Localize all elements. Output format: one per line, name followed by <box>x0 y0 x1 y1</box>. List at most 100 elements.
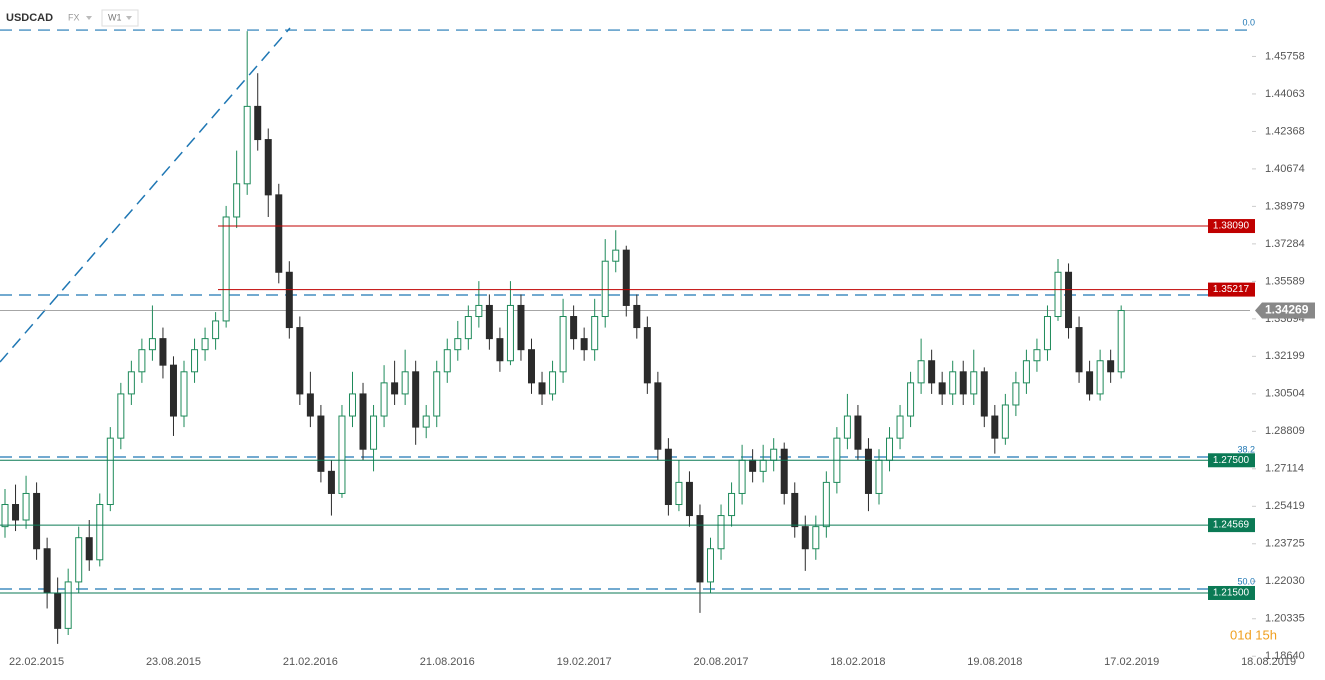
candle-body <box>380 382 388 417</box>
y-tick-label: 1.22030 <box>1265 575 1305 587</box>
candle-body <box>1117 310 1125 373</box>
candle-body <box>338 415 346 494</box>
candle-body <box>1043 316 1051 351</box>
symbol[interactable]: USDCAD <box>6 12 53 24</box>
candle-body <box>896 415 904 439</box>
candle-body <box>348 393 356 417</box>
candle-body <box>327 470 335 494</box>
level-tag <box>1208 219 1255 234</box>
candle-body <box>138 349 146 373</box>
x-tick-label: 19.08.2018 <box>967 656 1022 668</box>
trend-line <box>0 27 291 363</box>
candle-body <box>1086 371 1094 395</box>
candle-body <box>728 492 736 517</box>
candle-body <box>254 105 262 141</box>
candle-body <box>696 515 704 583</box>
x-tick-label: 21.02.2016 <box>283 656 338 668</box>
level-label: 1.24569 <box>1213 520 1250 531</box>
candle-body <box>780 448 788 494</box>
y-tick-label: 1.28809 <box>1265 425 1305 437</box>
candle-body <box>243 105 251 185</box>
market[interactable]: FX <box>68 12 80 22</box>
level-label: 1.35217 <box>1213 284 1250 295</box>
candle-body <box>96 504 104 561</box>
candle-body <box>1075 327 1083 373</box>
candle-body <box>759 459 767 472</box>
candle-body <box>749 459 757 472</box>
level-tag <box>1208 282 1255 297</box>
level-label: 1.38090 <box>1213 221 1250 232</box>
candle-body <box>675 481 683 506</box>
candle-body <box>106 437 114 506</box>
candle-body <box>991 415 999 439</box>
level-tag <box>1208 585 1255 600</box>
candle-body <box>591 316 599 351</box>
level-tag <box>1208 518 1255 533</box>
candle-body <box>127 371 135 395</box>
candle-body <box>496 338 504 362</box>
candle-body <box>296 327 304 395</box>
candle-body <box>1022 360 1030 384</box>
candle-body <box>770 448 778 461</box>
candle-body <box>664 448 672 506</box>
level-label: 1.21500 <box>1213 588 1250 599</box>
candle-body <box>1033 349 1041 362</box>
candle-body <box>559 316 567 373</box>
x-tick-label: 18.02.2018 <box>830 656 885 668</box>
candle-body <box>738 459 746 494</box>
x-tick-label: 19.02.2017 <box>557 656 612 668</box>
candle-body <box>33 492 41 550</box>
fib-label: 50.0 <box>1237 576 1255 586</box>
candle-body <box>822 481 830 528</box>
candle-body <box>64 581 72 629</box>
fib-label: 0.0 <box>1242 17 1255 27</box>
candle-body <box>938 382 946 395</box>
y-tick-label: 1.30504 <box>1265 388 1305 400</box>
candle-body <box>970 371 978 395</box>
candle-body <box>1096 360 1104 395</box>
candle-body <box>843 415 851 439</box>
candle-body <box>159 338 167 366</box>
candle-body <box>1054 271 1062 318</box>
candle-body <box>485 304 493 340</box>
last-price-label: 1.34269 <box>1265 303 1309 317</box>
fib-label: 38.2 <box>1237 444 1255 454</box>
candle-body <box>180 371 188 417</box>
candle-body <box>949 371 957 395</box>
candle-body <box>864 448 872 494</box>
interval-box[interactable] <box>101 9 139 27</box>
candle-body <box>401 371 409 395</box>
y-tick-label: 1.37284 <box>1265 238 1305 250</box>
candle-body <box>454 338 462 351</box>
candle-body <box>917 360 925 384</box>
candle-body <box>812 526 820 550</box>
x-tick-label: 17.02.2019 <box>1104 656 1159 668</box>
candle-body <box>717 515 725 550</box>
candle-body <box>475 304 483 318</box>
candle-body <box>54 592 62 629</box>
y-tick-label: 1.38979 <box>1265 200 1305 212</box>
candle-body <box>12 504 20 521</box>
candle-body <box>907 382 915 417</box>
candle-body <box>633 304 641 329</box>
last-price-tag <box>1255 302 1315 319</box>
y-tick-label: 1.23725 <box>1265 538 1305 550</box>
y-tick-label: 1.32199 <box>1265 350 1305 362</box>
candle-body <box>506 304 514 362</box>
candle-body <box>528 349 535 384</box>
candle-body <box>601 260 609 318</box>
candle-body <box>412 371 420 428</box>
candle-body <box>517 304 525 351</box>
candle-body <box>980 371 988 417</box>
y-tick-label: 1.44063 <box>1265 88 1305 100</box>
interval[interactable]: W1 <box>108 12 122 22</box>
candle-body <box>22 492 30 521</box>
candle-body <box>549 371 557 395</box>
candle-body <box>85 537 93 561</box>
x-tick-label: 23.08.2015 <box>146 656 201 668</box>
y-tick-label: 1.20335 <box>1265 613 1305 625</box>
candle-body <box>191 349 199 373</box>
